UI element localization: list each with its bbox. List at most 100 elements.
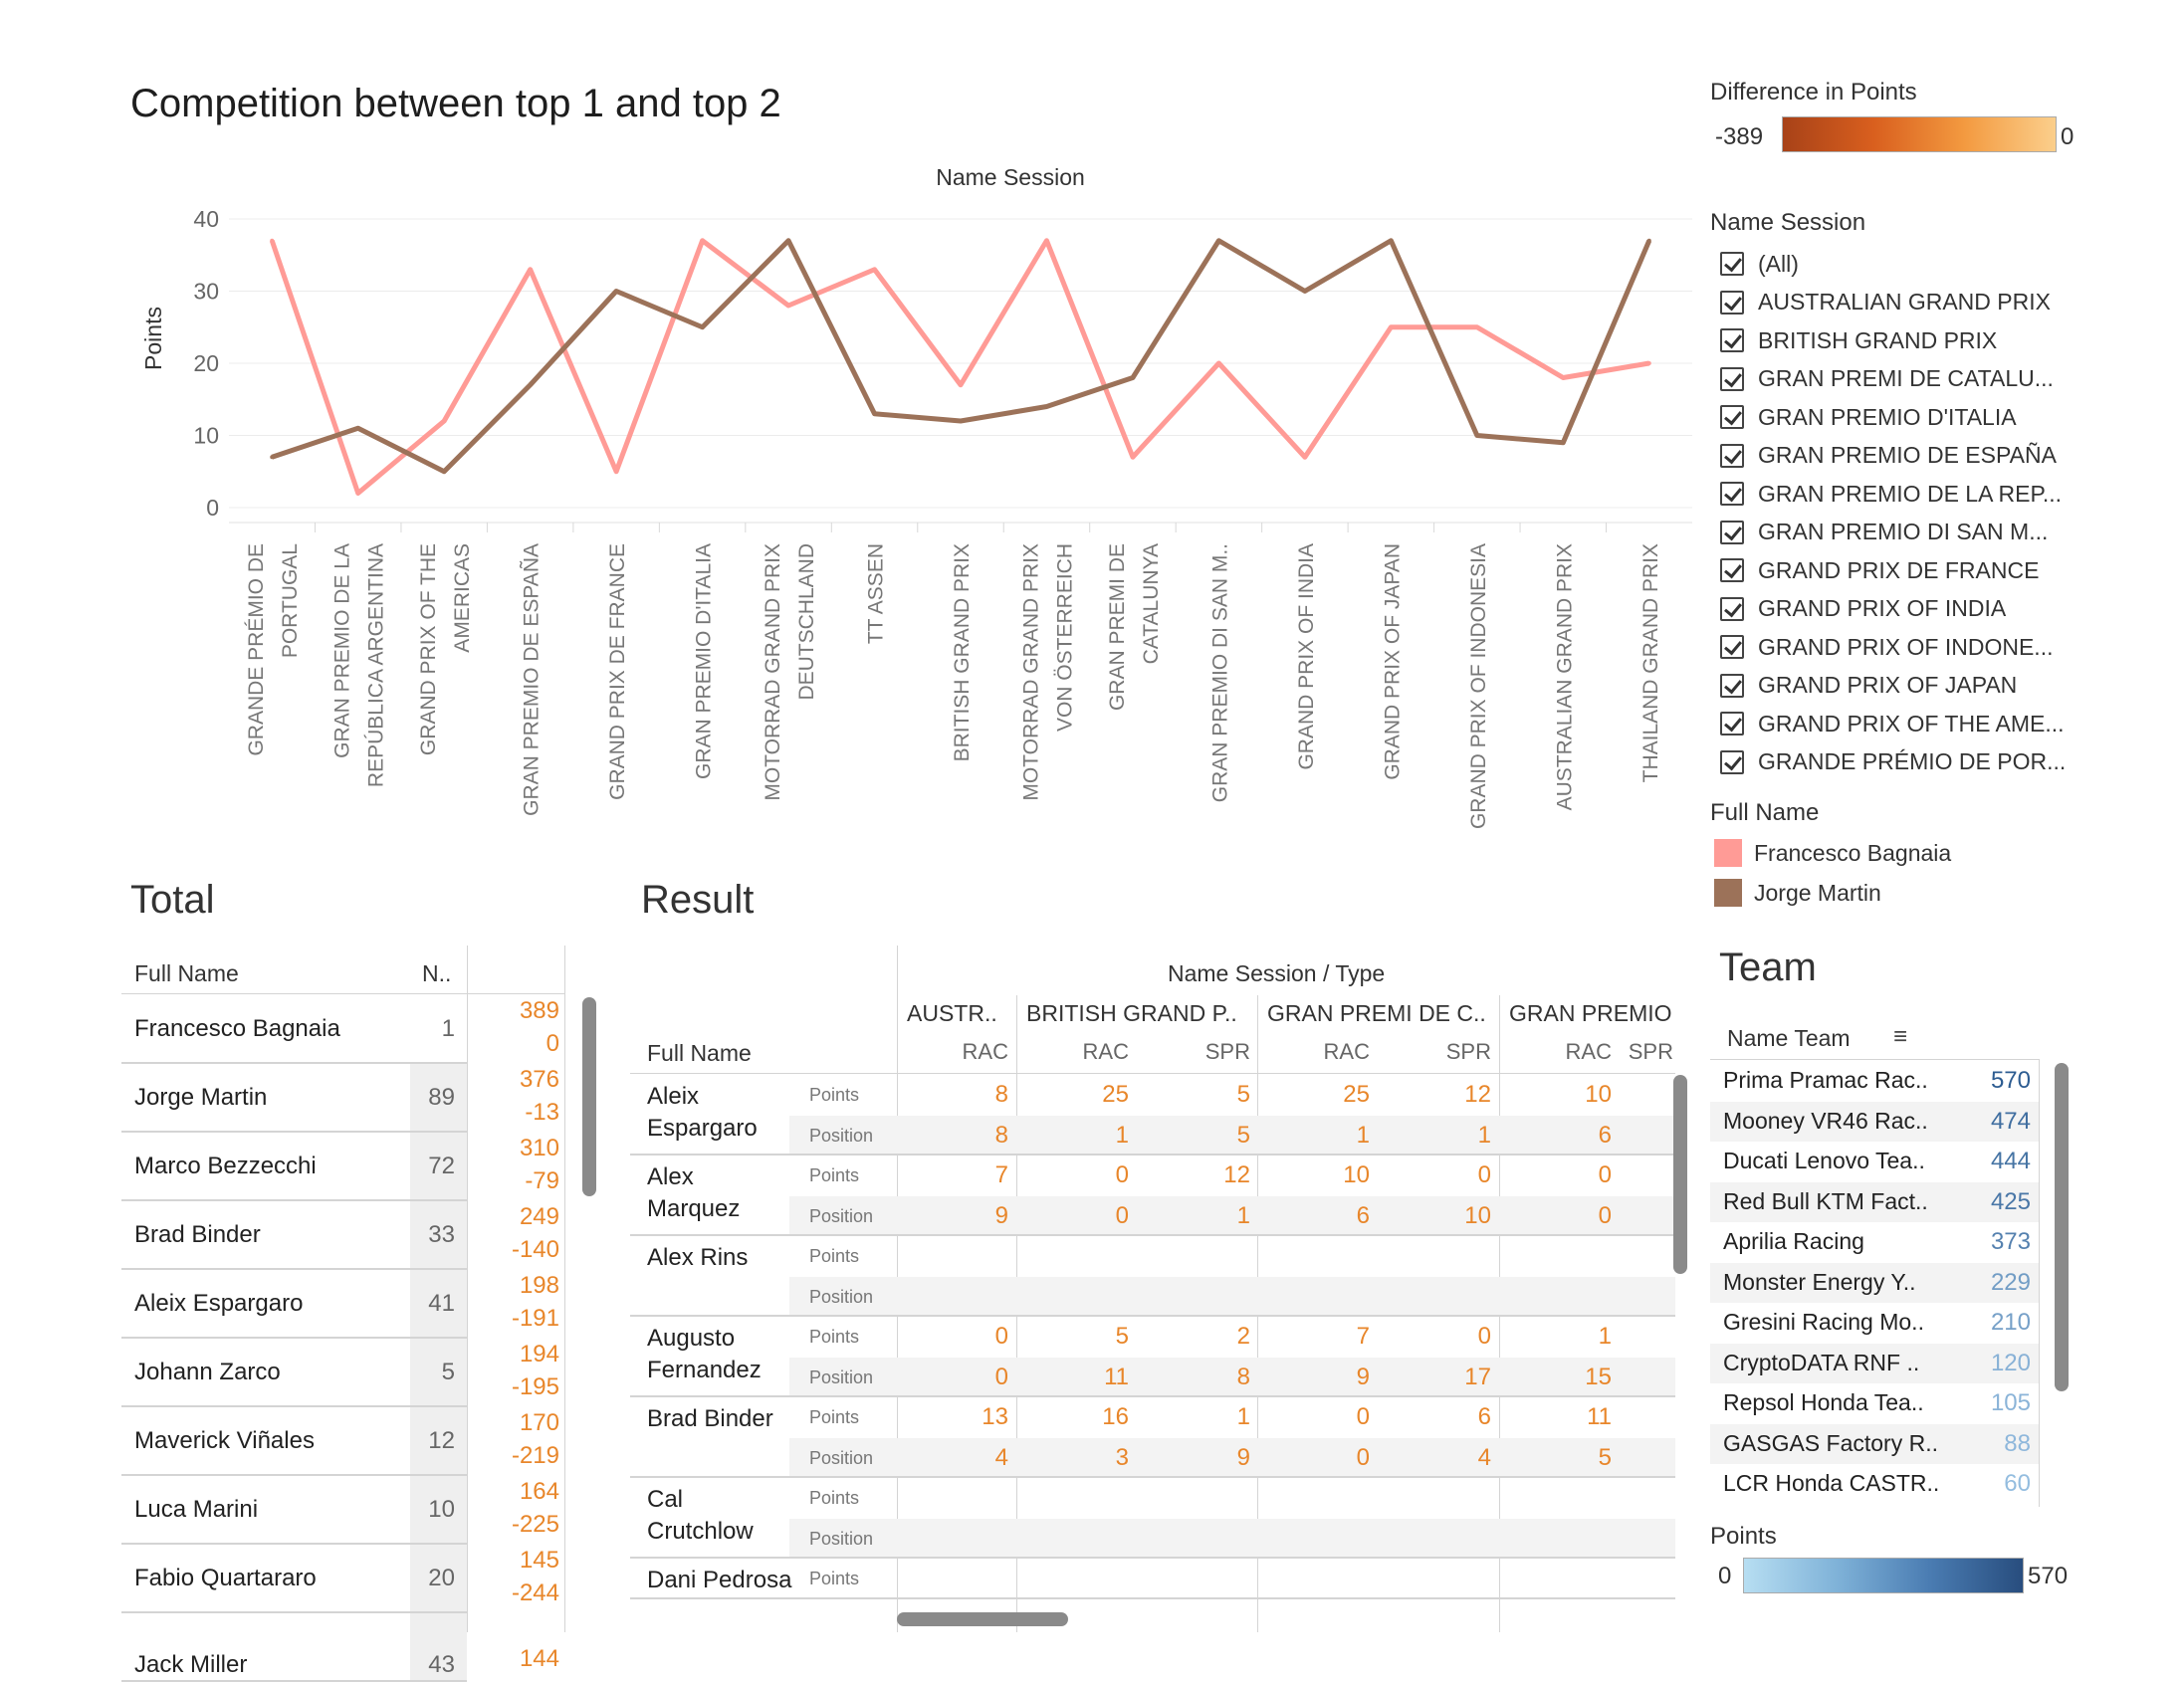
data-point[interactable] [355, 491, 360, 496]
legend-item-bagnaia[interactable]: Francesco Bagnaia [1714, 834, 1951, 872]
table-row[interactable]: Aleix Espargaro 41 198 -191 [121, 1270, 564, 1339]
data-point[interactable] [1130, 455, 1135, 460]
filter-item[interactable]: GRAN PREMI DE CATALU... [1720, 360, 2054, 398]
checkbox[interactable] [1720, 712, 1744, 736]
table-row[interactable]: Brad Binder 33 249 -140 [121, 1201, 564, 1270]
rider-row[interactable]: Aleix Espargaro Points 8 25 5 25 12 10 Position 8… [630, 1075, 1675, 1156]
column-header-n[interactable]: N.. [422, 960, 452, 986]
data-point[interactable] [1646, 238, 1651, 243]
data-point[interactable] [700, 324, 705, 329]
data-point[interactable] [270, 238, 275, 243]
data-point[interactable] [1216, 238, 1221, 243]
rider-row[interactable]: Cal Crutchlow Points Position [630, 1478, 1675, 1559]
result-horizontal-scrollbar[interactable] [897, 1612, 1068, 1626]
table-row[interactable]: Fabio Quartararo 20 145 -244 [121, 1545, 564, 1613]
team-row[interactable]: LCR Honda CASTR.. 60 [1710, 1464, 2039, 1504]
filter-item[interactable]: GRAN PREMIO DE ESPAÑA [1720, 437, 2057, 475]
data-point[interactable] [1044, 238, 1049, 243]
legend-item-martin[interactable]: Jorge Martin [1714, 874, 1881, 912]
result-vertical-scrollbar[interactable] [1673, 1075, 1687, 1274]
team-row[interactable]: Monster Energy Y.. 229 [1710, 1262, 2039, 1303]
rider-row[interactable]: Alex Marquez Points 7 0 12 10 0 0 Position 9 0 1 6 10… [630, 1156, 1675, 1236]
data-point[interactable] [959, 419, 963, 423]
filter-item[interactable]: GRAN PREMIO DE LA REP... [1720, 475, 2062, 513]
checkbox[interactable] [1720, 252, 1744, 276]
data-point[interactable] [442, 419, 447, 423]
data-point[interactable] [1389, 324, 1394, 329]
filter-item[interactable]: GRAN PREMIO DI SAN M... [1720, 514, 2048, 551]
filter-item[interactable]: GRAND PRIX OF INDONE... [1720, 628, 2053, 666]
filter-item[interactable]: GRAND PRIX DE FRANCE [1720, 551, 2039, 589]
team-scrollbar[interactable] [2055, 1063, 2069, 1391]
data-point[interactable] [1474, 433, 1479, 438]
data-point[interactable] [528, 267, 533, 272]
session-header[interactable]: AUSTR.. [907, 1000, 997, 1026]
checkbox[interactable] [1720, 366, 1744, 391]
data-point[interactable] [872, 267, 877, 272]
series-line-bagnaia[interactable] [269, 238, 1650, 496]
data-point[interactable] [1389, 238, 1394, 243]
filter-item[interactable]: GRAND PRIX OF JAPAN [1720, 667, 2017, 705]
checkbox[interactable] [1720, 558, 1744, 582]
team-row[interactable]: Ducati Lenovo Tea.. 444 [1710, 1142, 2039, 1181]
data-point[interactable] [1044, 404, 1049, 409]
data-point[interactable] [355, 426, 360, 431]
session-header[interactable]: BRITISH GRAND P.. [1026, 1000, 1237, 1026]
sort-icon[interactable]: ≡ [1893, 1023, 1908, 1050]
data-point[interactable] [872, 411, 877, 416]
checkbox[interactable] [1720, 405, 1744, 429]
data-point[interactable] [786, 238, 791, 243]
data-point[interactable] [614, 289, 619, 294]
data-point[interactable] [528, 382, 533, 387]
checkbox[interactable] [1720, 328, 1744, 352]
data-point[interactable] [1302, 455, 1307, 460]
checkbox[interactable] [1720, 596, 1744, 621]
table-row[interactable]: Jack Miller 43 144 [121, 1613, 564, 1682]
data-point[interactable] [1561, 440, 1566, 445]
checkbox[interactable] [1720, 482, 1744, 506]
column-header-name-team[interactable]: Name Team [1727, 1025, 1851, 1051]
filter-item[interactable]: GRAN PREMIO D'ITALIA [1720, 398, 2017, 436]
filter-item[interactable]: AUSTRALIAN GRAND PRIX [1720, 284, 2051, 321]
checkbox[interactable] [1720, 673, 1744, 698]
data-point[interactable] [1561, 375, 1566, 380]
column-header-full-name[interactable]: Full Name [647, 1040, 752, 1066]
team-row[interactable]: Repsol Honda Tea.. 105 [1710, 1383, 2039, 1423]
filter-item[interactable]: BRITISH GRAND PRIX [1720, 321, 1997, 359]
data-point[interactable] [1302, 289, 1307, 294]
filter-item[interactable]: GRANDE PRÉMIO DE POR... [1720, 743, 2066, 781]
filter-item[interactable]: (All) [1720, 245, 1799, 283]
filter-item[interactable]: GRAND PRIX OF THE AME... [1720, 705, 2065, 742]
table-row[interactable]: Johann Zarco 5 194 -195 [121, 1339, 564, 1407]
column-header-full-name[interactable]: Full Name [134, 960, 239, 986]
checkbox[interactable] [1720, 520, 1744, 544]
data-point[interactable] [1216, 361, 1221, 365]
team-row[interactable]: Gresini Racing Mo.. 210 [1710, 1303, 2039, 1343]
session-header[interactable]: GRAN PREMI DE C.. [1267, 1000, 1486, 1026]
table-row[interactable]: Francesco Bagnaia 1 389 0 [121, 995, 564, 1064]
table-row[interactable]: Jorge Martin 89 376 -13 [121, 1064, 564, 1133]
checkbox[interactable] [1720, 749, 1744, 774]
checkbox[interactable] [1720, 290, 1744, 315]
data-point[interactable] [442, 469, 447, 474]
rider-row[interactable]: Dani Pedrosa Points [630, 1559, 1675, 1599]
team-row[interactable]: GASGAS Factory R.. 88 [1710, 1423, 2039, 1464]
data-point[interactable] [1130, 375, 1135, 380]
team-row[interactable]: Mooney VR46 Rac.. 474 [1710, 1101, 2039, 1142]
team-row[interactable]: Aprilia Racing 373 [1710, 1222, 2039, 1262]
checkbox[interactable] [1720, 635, 1744, 659]
table-row[interactable]: Luca Marini 10 164 -225 [121, 1476, 564, 1545]
team-row[interactable]: Red Bull KTM Fact.. 425 [1710, 1181, 2039, 1222]
table-row[interactable]: Maverick Viñales 12 170 -219 [121, 1407, 564, 1476]
checkbox[interactable] [1720, 443, 1744, 468]
rider-row[interactable]: Augusto Fernandez Points 0 5 2 7 0 1 Position 0 11… [630, 1317, 1675, 1397]
session-header[interactable]: GRAN PREMIO [1509, 1000, 1672, 1026]
table-row[interactable]: Marco Bezzecchi 72 310 -79 [121, 1133, 564, 1201]
data-point[interactable] [700, 238, 705, 243]
filter-item[interactable]: GRAND PRIX OF INDIA [1720, 590, 2006, 628]
data-point[interactable] [786, 304, 791, 308]
rider-row[interactable]: Brad Binder Points 13 16 1 0 6 11 Position 4 3 9 0 4 5 [630, 1397, 1675, 1478]
team-row[interactable]: Prima Pramac Rac.. 570 [1710, 1061, 2039, 1101]
total-scrollbar[interactable] [582, 997, 596, 1196]
data-point[interactable] [1474, 324, 1479, 329]
